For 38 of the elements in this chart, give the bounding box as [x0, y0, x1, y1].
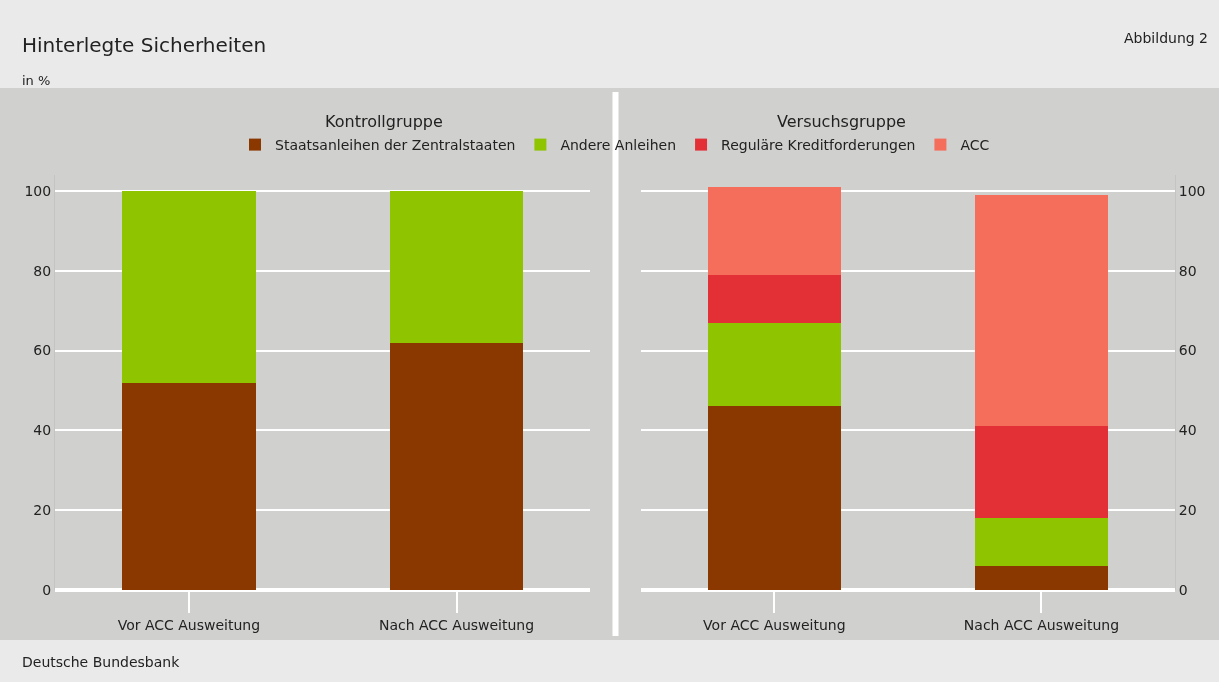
legend-label: Reguläre Kreditforderungen	[721, 137, 916, 154]
y-tick-label: 0	[1178, 581, 1188, 598]
y-tick-label: 20	[1178, 502, 1197, 519]
chart-title: Versuchsgruppe	[777, 112, 906, 131]
bar	[389, 342, 524, 590]
y-axis-title: in %	[22, 73, 51, 88]
y-tick-label: 40	[1178, 422, 1197, 439]
x-tick-label: Nach ACC Ausweitung	[963, 616, 1120, 633]
text: Abbildung 2	[1124, 30, 1209, 46]
bar	[707, 406, 842, 590]
bar	[707, 274, 842, 323]
y-tick-label: 100	[1178, 182, 1206, 199]
y-tick-label: 60	[33, 342, 52, 359]
legend-label: Staatsanleihen der Zentralstaaten	[275, 137, 516, 154]
bar	[121, 190, 256, 383]
legend-label: Andere Anleihen	[560, 137, 677, 154]
bar	[974, 566, 1109, 590]
bar	[974, 194, 1109, 427]
text: Deutsche Bundesbank	[22, 654, 181, 670]
bar	[389, 190, 524, 343]
bar	[974, 426, 1109, 519]
y-tick-label: 0	[42, 581, 52, 598]
legend-label: ACC	[960, 137, 990, 154]
bar	[121, 382, 256, 590]
bar	[974, 518, 1109, 567]
x-tick-label: Vor ACC Ausweitung	[703, 616, 846, 633]
chart-title: Kontrollgruppe	[325, 112, 443, 131]
bar	[707, 186, 842, 275]
y-tick-label: 80	[33, 262, 52, 279]
y-tick-label: 40	[33, 422, 52, 439]
x-tick-label: Vor ACC Ausweitung	[117, 616, 261, 633]
y-tick-label: 100	[24, 182, 52, 199]
x-tick-label: Nach ACC Ausweitung	[378, 616, 535, 633]
y-tick-label: 60	[1178, 342, 1197, 359]
y-tick-label: 20	[33, 502, 52, 519]
y-tick-label: 80	[1178, 262, 1197, 279]
bar	[707, 322, 842, 407]
text: Hinterlegte Sicherheiten	[22, 33, 267, 57]
